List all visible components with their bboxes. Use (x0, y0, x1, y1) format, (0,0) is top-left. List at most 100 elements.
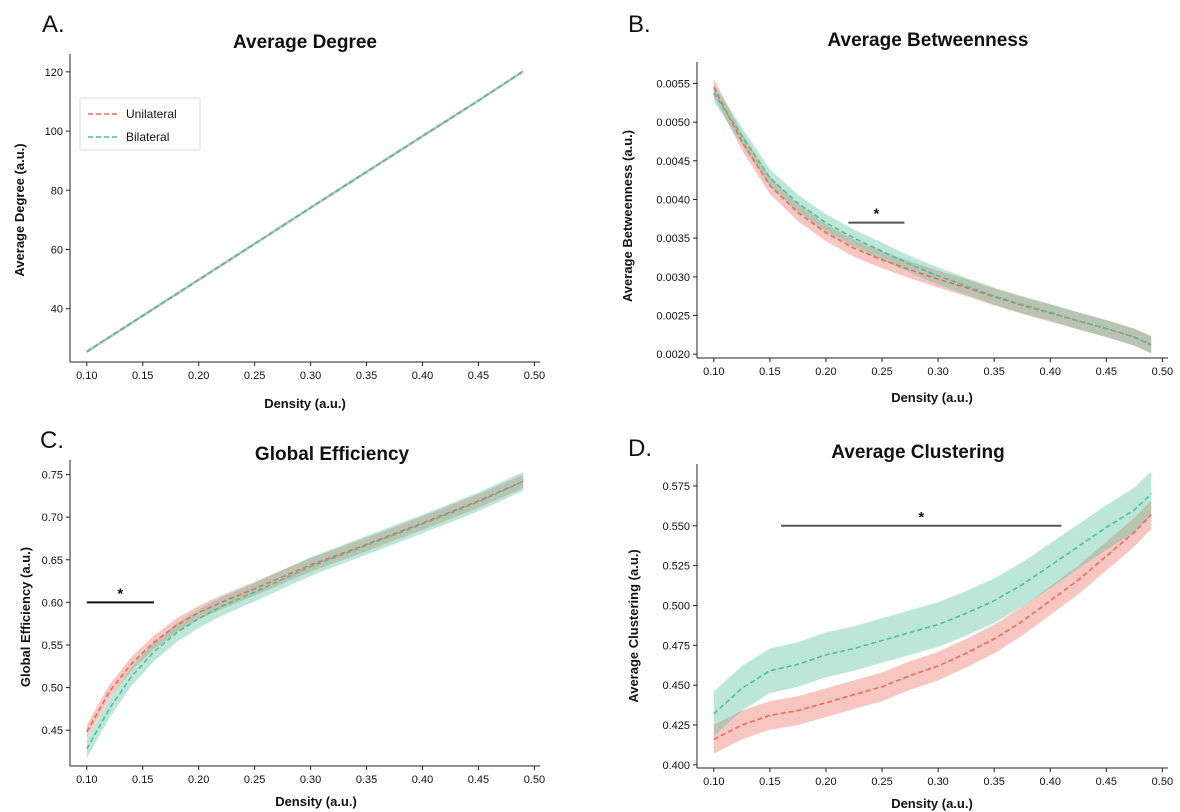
panel-letter: B. (628, 11, 651, 38)
y-tick-label: 0.0020 (656, 349, 690, 361)
x-tick-label: 0.35 (983, 366, 1004, 378)
y-tick-label: 0.55 (42, 640, 63, 652)
x-axis-label: Density (a.u.) (891, 796, 973, 811)
series-line-bilateral (713, 92, 1152, 346)
x-tick-label: 0.30 (300, 774, 321, 786)
y-tick-label: 0.550 (662, 521, 690, 533)
confidence-band-bilateral (86, 472, 524, 759)
confidence-band-unilateral (713, 78, 1152, 354)
legend-label-bilateral: Bilateral (126, 130, 169, 144)
y-tick-label: 0.50 (42, 683, 63, 695)
y-tick-label: 60 (51, 244, 63, 256)
y-tick-label: 0.450 (662, 680, 690, 692)
x-tick-label: 0.15 (132, 774, 153, 786)
y-tick-label: 80 (51, 185, 63, 197)
chart-title: Global Efficiency (255, 444, 410, 465)
confidence-band-bilateral (713, 471, 1152, 737)
x-tick-label: 0.50 (524, 370, 545, 382)
x-tick-label: 0.25 (871, 776, 892, 788)
chart-title: Average Betweenness (827, 30, 1028, 51)
y-tick-label: 0.0025 (656, 310, 690, 322)
series-line-bilateral (86, 480, 524, 750)
x-tick-label: 0.30 (927, 366, 948, 378)
x-tick-label: 0.30 (300, 370, 321, 382)
significance-star: * (918, 509, 924, 526)
x-tick-label: 0.50 (1152, 366, 1173, 378)
x-axis-label: Density (a.u.) (275, 794, 357, 809)
panel-global-efficiency: C. Global Efficiency Density (a.u.) Glob… (18, 427, 545, 809)
x-tick-label: 0.50 (524, 774, 545, 786)
x-tick-label: 0.45 (1096, 776, 1117, 788)
x-tick-label: 0.20 (188, 370, 209, 382)
panel-average-degree: A. Average Degree Density (a.u.) Average… (12, 11, 545, 411)
x-axis-label: Density (a.u.) (264, 396, 346, 411)
panel-letter: D. (628, 435, 652, 462)
x-tick-label: 0.25 (244, 774, 265, 786)
x-tick-label: 0.25 (244, 370, 265, 382)
x-tick-label: 0.40 (1040, 366, 1061, 378)
x-tick-label: 0.25 (871, 366, 892, 378)
y-tick-label: 120 (45, 67, 63, 79)
y-tick-label: 0.575 (662, 481, 690, 493)
series-line-unilateral (713, 86, 1152, 346)
x-tick-label: 0.20 (188, 774, 209, 786)
x-tick-label: 0.35 (983, 776, 1004, 788)
series-line-unilateral (713, 514, 1152, 741)
y-tick-label: 0.60 (42, 597, 63, 609)
confidence-band-unilateral (713, 500, 1152, 754)
y-tick-label: 0.425 (662, 720, 690, 732)
y-tick-label: 0.0055 (656, 78, 690, 90)
x-tick-label: 0.45 (1096, 366, 1117, 378)
x-axis-label: Density (a.u.) (891, 390, 973, 405)
panel-average-betweenness: B. Average Betweenness Density (a.u.) Av… (620, 11, 1173, 405)
series-line-bilateral (86, 70, 524, 353)
y-axis-label: Average Clustering (a.u.) (626, 549, 641, 702)
y-axis-label: Average Degree (a.u.) (12, 143, 27, 276)
y-tick-label: 40 (51, 304, 63, 316)
y-tick-label: 0.525 (662, 561, 690, 573)
y-tick-label: 0.0050 (656, 117, 690, 129)
y-tick-label: 0.400 (662, 760, 690, 772)
y-tick-label: 0.500 (662, 600, 690, 612)
y-tick-label: 0.70 (42, 512, 63, 524)
x-tick-label: 0.35 (356, 370, 377, 382)
x-tick-label: 0.40 (1040, 776, 1061, 788)
chart-title: Average Clustering (831, 442, 1005, 463)
y-tick-label: 0.0035 (656, 233, 690, 245)
y-tick-label: 0.0030 (656, 272, 690, 284)
x-tick-label: 0.15 (132, 370, 153, 382)
y-tick-label: 0.0040 (656, 194, 690, 206)
series-line-unilateral (86, 480, 524, 733)
significance-star: * (874, 206, 880, 223)
x-tick-label: 0.35 (356, 774, 377, 786)
y-tick-label: 0.65 (42, 555, 63, 567)
x-tick-label: 0.50 (1152, 776, 1173, 788)
x-tick-label: 0.10 (703, 776, 724, 788)
panel-average-clustering: D. Average Clustering Density (a.u.) Ave… (626, 435, 1173, 811)
x-tick-label: 0.20 (815, 366, 836, 378)
y-tick-label: 0.0045 (656, 156, 690, 168)
x-tick-label: 0.15 (759, 776, 780, 788)
x-tick-label: 0.45 (468, 774, 489, 786)
x-tick-label: 0.15 (759, 366, 780, 378)
x-tick-label: 0.45 (468, 370, 489, 382)
x-tick-label: 0.10 (76, 774, 97, 786)
x-tick-label: 0.40 (412, 370, 433, 382)
x-tick-label: 0.10 (703, 366, 724, 378)
x-tick-label: 0.40 (412, 774, 433, 786)
y-axis-label: Global Efficiency (a.u.) (18, 547, 33, 687)
confidence-band-bilateral (713, 84, 1152, 354)
x-tick-label: 0.10 (76, 370, 97, 382)
y-axis-label: Average Betweenness (a.u.) (620, 130, 635, 302)
y-tick-label: 0.45 (42, 725, 63, 737)
y-tick-label: 0.75 (42, 470, 63, 482)
panel-letter: A. (42, 11, 65, 38)
significance-star: * (117, 585, 123, 602)
legend-label-unilateral: Unilateral (126, 107, 177, 121)
series-line-bilateral (713, 493, 1152, 715)
x-tick-label: 0.20 (815, 776, 836, 788)
chart-title: Average Degree (233, 32, 377, 53)
x-tick-label: 0.30 (927, 776, 948, 788)
y-tick-label: 100 (45, 126, 63, 138)
